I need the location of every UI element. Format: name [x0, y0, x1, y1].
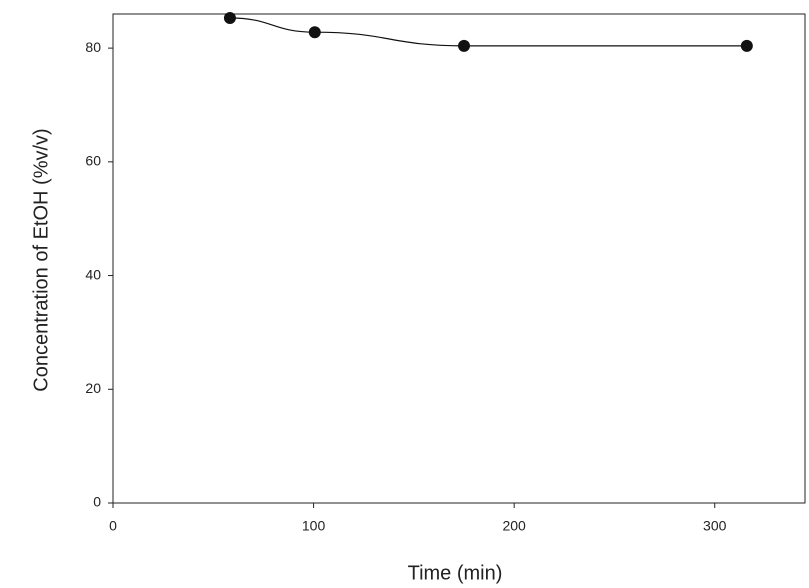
y-tick-label: 40 [85, 266, 101, 282]
x-tick-label: 100 [302, 518, 326, 534]
y-tick-label: 20 [85, 380, 101, 396]
y-tick-label: 80 [85, 39, 101, 55]
x-tick-label: 200 [502, 518, 526, 534]
x-axis-title: Time (min) [408, 562, 503, 584]
data-point [458, 39, 471, 52]
x-tick-label: 300 [703, 518, 727, 534]
data-point [223, 11, 236, 24]
x-tick-label: 0 [109, 518, 117, 534]
y-tick-label: 0 [93, 494, 101, 510]
data-point [740, 39, 753, 52]
plot-frame [112, 13, 806, 504]
data-line [229, 17, 747, 47]
y-axis-title: Concentration of EtOH (%v/v) [30, 128, 52, 391]
y-tick-label: 60 [85, 153, 101, 169]
data-point [308, 26, 321, 39]
